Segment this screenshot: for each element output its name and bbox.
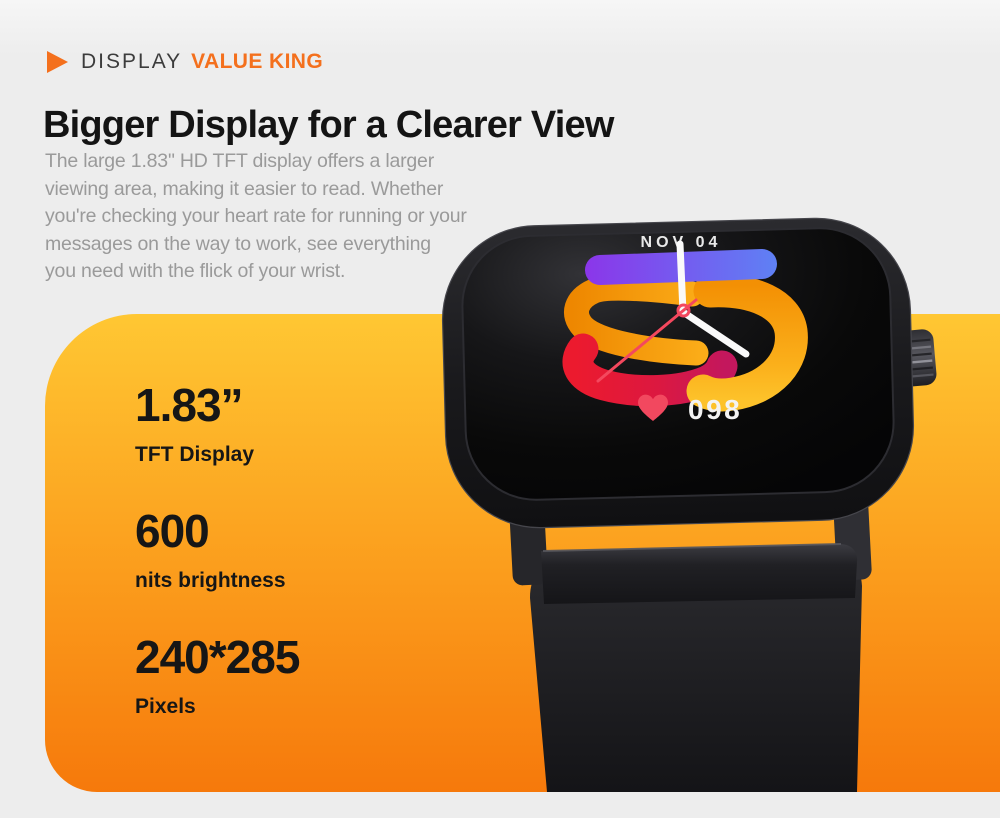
hands-pivot bbox=[676, 303, 691, 318]
spec-brightness: 600 nits brightness bbox=[135, 508, 299, 591]
spec-label: nits brightness bbox=[135, 569, 286, 592]
heart-rate-value: 098 bbox=[688, 394, 742, 425]
description-line: you need with the flick of your wrist. bbox=[45, 260, 346, 282]
triangle-right-icon bbox=[47, 51, 68, 73]
hinge-highlight bbox=[542, 543, 842, 552]
description-line: you're checking your heart rate for runn… bbox=[45, 205, 467, 227]
watch-strap bbox=[530, 551, 862, 792]
spec-label: Pixels bbox=[135, 695, 196, 718]
spec-display-size: 1.83” TFT Display bbox=[135, 382, 299, 465]
kicker: DISPLAY VALUE KING bbox=[47, 50, 323, 74]
numeral-5-graphic bbox=[562, 249, 808, 412]
spec-resolution: 240*285 Pixels bbox=[135, 631, 300, 718]
hour-hand bbox=[679, 308, 750, 358]
kicker-prefix: DISPLAY bbox=[81, 50, 183, 73]
description-line: viewing area, making it easier to read. … bbox=[45, 177, 444, 200]
description-line: messages on the way to work, see everyth… bbox=[45, 232, 431, 255]
spec-value: 1.83” bbox=[135, 379, 244, 431]
spec-value: 600 bbox=[135, 505, 210, 557]
section-description: The large 1.83" HD TFT display offers a … bbox=[45, 148, 467, 286]
spec-list: 1.83” TFT Display 600 nits brightness 24… bbox=[135, 382, 300, 718]
spec-label: TFT Display bbox=[135, 443, 255, 466]
kicker-highlight: VALUE KING bbox=[191, 50, 324, 73]
heart-icon bbox=[638, 394, 668, 421]
watch-strap-hinge bbox=[541, 544, 858, 604]
section-title: Bigger Display for a Clearer View bbox=[43, 104, 614, 147]
description-line: The large 1.83" HD TFT display offers a … bbox=[45, 150, 434, 172]
smartwatch-image: NOV 04 098 bbox=[441, 217, 937, 792]
spec-value: 240*285 bbox=[135, 631, 300, 683]
minute-hand bbox=[676, 240, 687, 316]
watch-face: NOV 04 098 bbox=[562, 234, 808, 425]
